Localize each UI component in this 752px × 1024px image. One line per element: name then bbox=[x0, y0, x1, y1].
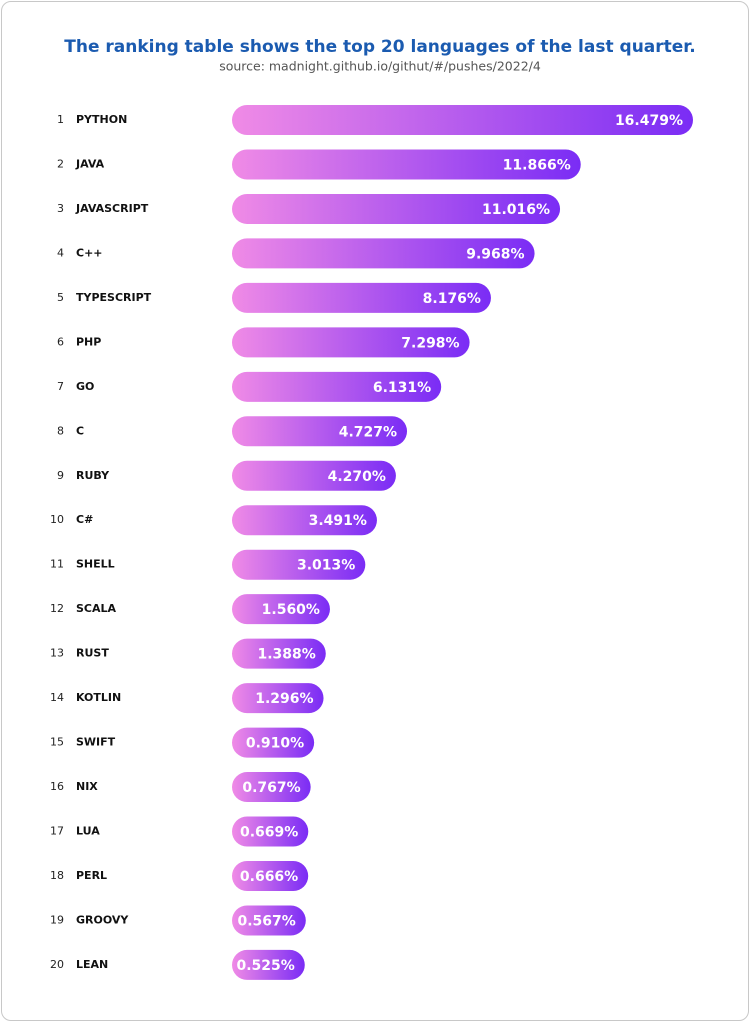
rank-label: 17 bbox=[50, 825, 64, 838]
value-label: 3.013% bbox=[297, 558, 355, 574]
rank-label: 8 bbox=[57, 424, 64, 437]
bar bbox=[232, 238, 535, 269]
value-label: 4.727% bbox=[339, 424, 397, 440]
value-label: 0.910% bbox=[246, 736, 304, 752]
value-label: 0.525% bbox=[236, 958, 294, 974]
value-label: 3.491% bbox=[309, 513, 367, 529]
bar bbox=[232, 371, 442, 402]
rank-label: 9 bbox=[57, 469, 64, 482]
value-label: 1.388% bbox=[257, 647, 315, 663]
category-label: GROOVY bbox=[76, 913, 129, 926]
bar bbox=[232, 816, 309, 847]
bar bbox=[232, 549, 366, 580]
rank-label: 5 bbox=[57, 291, 64, 304]
rank-label: 20 bbox=[50, 958, 64, 971]
category-label: RUBY bbox=[76, 469, 110, 482]
bar bbox=[232, 193, 561, 224]
category-label: NIX bbox=[76, 780, 98, 793]
rank-label: 10 bbox=[50, 513, 64, 526]
rank-label: 19 bbox=[50, 913, 64, 926]
bar bbox=[232, 638, 326, 669]
rank-label: 3 bbox=[57, 202, 64, 215]
bar bbox=[232, 772, 311, 803]
value-label: 6.131% bbox=[373, 380, 431, 396]
rank-label: 11 bbox=[50, 558, 64, 571]
rank-label: 6 bbox=[57, 335, 64, 348]
category-label: LEAN bbox=[76, 958, 108, 971]
rank-label: 18 bbox=[50, 869, 64, 882]
bar bbox=[232, 282, 491, 313]
value-label: 9.968% bbox=[466, 246, 524, 262]
rank-label: 7 bbox=[57, 380, 64, 393]
category-label: C# bbox=[76, 513, 93, 526]
category-label: C++ bbox=[76, 246, 103, 259]
value-label: 1.296% bbox=[255, 691, 313, 707]
bar bbox=[232, 105, 693, 135]
value-label: 4.270% bbox=[328, 469, 386, 485]
category-label: SHELL bbox=[76, 558, 115, 571]
category-label: PYTHON bbox=[76, 113, 127, 126]
category-label: JAVASCRIPT bbox=[75, 202, 149, 215]
bar bbox=[232, 949, 305, 980]
rank-label: 2 bbox=[57, 157, 64, 170]
value-label: 16.479% bbox=[615, 113, 683, 129]
bar bbox=[232, 594, 330, 625]
value-label: 7.298% bbox=[401, 335, 459, 351]
value-label: 0.567% bbox=[237, 913, 295, 929]
value-label: 1.560% bbox=[262, 602, 320, 618]
value-label: 11.866% bbox=[503, 157, 571, 173]
bar bbox=[232, 327, 470, 358]
bar bbox=[232, 505, 377, 536]
chart-subtitle: source: madnight.github.io/githut/#/push… bbox=[219, 59, 541, 74]
category-label: PHP bbox=[76, 335, 101, 348]
category-label: TYPESCRIPT bbox=[76, 291, 152, 304]
bar bbox=[232, 416, 408, 447]
rank-label: 12 bbox=[50, 602, 64, 615]
category-label: GO bbox=[76, 380, 94, 393]
rank-label: 4 bbox=[57, 246, 64, 259]
value-label: 0.767% bbox=[242, 780, 300, 796]
rank-label: 15 bbox=[50, 736, 64, 749]
bar bbox=[232, 683, 324, 714]
rank-label: 16 bbox=[50, 780, 64, 793]
value-label: 8.176% bbox=[423, 291, 481, 307]
bar bbox=[232, 727, 315, 758]
bar bbox=[232, 149, 581, 180]
category-label: LUA bbox=[76, 825, 100, 838]
bar bbox=[232, 460, 396, 491]
bar bbox=[232, 905, 306, 936]
value-label: 11.016% bbox=[482, 202, 550, 218]
value-label: 0.669% bbox=[240, 825, 298, 841]
category-label: PERL bbox=[76, 869, 107, 882]
category-label: JAVA bbox=[75, 157, 105, 170]
rank-label: 14 bbox=[50, 691, 64, 704]
value-label: 0.666% bbox=[240, 869, 298, 885]
bar bbox=[232, 860, 309, 891]
category-label: SCALA bbox=[76, 602, 117, 615]
category-label: SWIFT bbox=[76, 736, 116, 749]
chart-title: The ranking table shows the top 20 langu… bbox=[64, 37, 695, 57]
category-label: KOTLIN bbox=[76, 691, 121, 704]
rank-label: 13 bbox=[50, 647, 64, 660]
rank-label: 1 bbox=[57, 113, 64, 126]
category-label: RUST bbox=[76, 647, 109, 660]
category-label: C bbox=[76, 424, 84, 437]
